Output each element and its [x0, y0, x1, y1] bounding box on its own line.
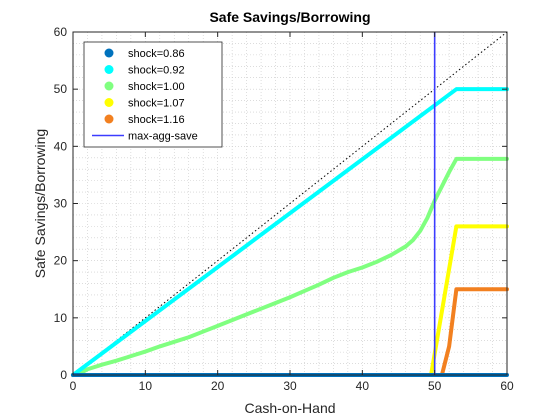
legend-label: shock=1.07: [128, 98, 185, 110]
series-line-shock-0-92: [71, 87, 509, 377]
x-tick-label: 10: [139, 379, 153, 393]
y-tick-label: 10: [54, 311, 68, 325]
legend: shock=0.86 shock=0.92 shock=1.00 shock=1.07…: [83, 41, 223, 148]
y-tick-label: 50: [54, 82, 68, 96]
y-tick-label: 60: [54, 25, 68, 39]
legend-label: max-agg-save: [128, 131, 198, 143]
series-line-shock-1-00: [71, 156, 509, 377]
x-tick-label: 50: [428, 379, 442, 393]
legend-label: shock=1.16: [128, 114, 185, 126]
x-tick-label: 60: [500, 379, 514, 393]
x-axis-label: Cash-on-Hand: [244, 400, 335, 416]
y-tick-label: 0: [60, 368, 67, 382]
x-tick-label: 0: [70, 379, 77, 393]
legend-label: shock=0.86: [128, 48, 185, 60]
x-tick-label: 40: [356, 379, 370, 393]
legend-marker: [104, 81, 114, 91]
legend-marker: [104, 98, 114, 107]
legend-marker: [104, 65, 114, 74]
legend-marker: [104, 114, 114, 124]
x-tick-label: 20: [211, 379, 225, 393]
chart-title: Safe Savings/Borrowing: [209, 9, 370, 25]
legend-box: [83, 41, 223, 148]
x-tick-label: 30: [283, 379, 297, 393]
y-axis-label: Safe Savings/Borrowing: [32, 129, 48, 278]
y-tick-label: 40: [54, 139, 68, 153]
y-tick-label: 20: [54, 254, 68, 268]
y-tick-label: 30: [54, 197, 68, 211]
legend-label: shock=1.00: [128, 81, 185, 93]
legend-marker: [104, 48, 114, 58]
legend-label: shock=0.92: [128, 65, 185, 77]
ticks: 0 10 20 30 40 50 60 0 10 20 30 40 50 60: [54, 25, 514, 393]
